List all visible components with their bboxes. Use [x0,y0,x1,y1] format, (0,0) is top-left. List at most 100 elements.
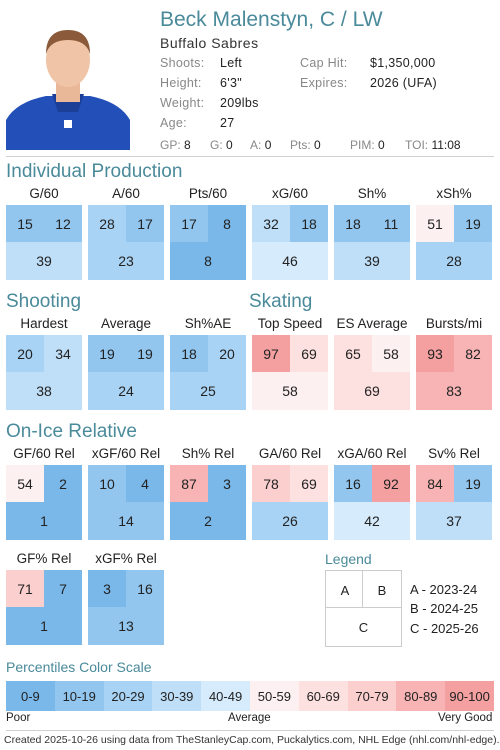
metric-cell-c: 42 [334,502,410,540]
metric-cell-a: 18 [334,205,372,242]
metric-cell-c: 13 [88,607,164,645]
metric-cell-c: 28 [416,242,492,280]
scale-bucket: 0-9 [6,681,55,711]
legend-item-b: B - 2024-25 [410,601,478,616]
metric-header: xG/60 [271,186,309,201]
metric-cell-b: 19 [454,465,492,502]
header-divider [6,156,494,157]
metric-header: Hardest [20,316,68,331]
metric-cell-b: 19 [126,335,164,372]
metric-cell-a: 18 [170,335,208,372]
metric-cell-a: 17 [170,205,208,242]
cap-hit-value: $1,350,000 [370,56,436,70]
metric-cell-b: 7 [44,570,82,607]
metric-cell-a: 87 [170,465,208,502]
footer-credits: Created 2025-10-26 using data from TheSt… [4,734,500,746]
metric-header: xSh% [436,186,472,201]
metric-cell-a: 10 [88,465,126,502]
metric-header: G/60 [29,186,59,201]
age-value: 27 [220,116,235,130]
metric-header: Pts/60 [188,186,228,201]
metric-header: GF/60 Rel [13,446,75,461]
metric-header: Sh% Rel [181,446,235,461]
metric-cell-b: 69 [290,465,328,502]
metric-cell-a: 97 [252,335,290,372]
scale-good-label: Very Good [438,712,493,724]
stat-a: A: 0 [250,138,272,152]
metric-cell-a: 54 [6,465,44,502]
stat-toi: TOI: 11:08 [405,138,461,152]
metric-cell-b: 17 [126,205,164,242]
metric-header: A/60 [112,186,140,201]
metric-cell-b: 2 [44,465,82,502]
shoots-label: Shoots: [160,56,205,70]
metric-cell-a: 93 [416,335,454,372]
metric-cell-a: 28 [88,205,126,242]
metric-cell-a: 51 [416,205,454,242]
player-headshot [6,30,130,150]
player-team: Buffalo Sabres [160,35,259,51]
section-onice-title: On-Ice Relative [6,421,137,442]
metric-cell-c: 14 [88,502,164,540]
metric-cell-b: 34 [44,335,82,372]
metric-header: Sh% [357,186,387,201]
scale-bucket: 80-89 [396,681,446,711]
stat-pts: Pts: 0 [290,138,321,152]
metric-header: GA/60 Rel [258,446,322,461]
stat-pim: PIM: 0 [350,138,385,152]
metric-cell-c: 37 [416,502,492,540]
scale-bucket: 70-79 [347,681,397,711]
shoots-value: Left [220,56,243,70]
metric-cell-c: 24 [88,372,164,410]
metric-cell-b: 4 [126,465,164,502]
metric-header: xGF% Rel [95,551,157,566]
scale-bucket: 40-49 [201,681,250,711]
legend-box-b: B [362,570,402,610]
metric-cell-a: 78 [252,465,290,502]
metric-cell-a: 16 [334,465,372,502]
metric-cell-c: 69 [334,372,410,410]
metric-cell-a: 19 [88,335,126,372]
metric-header: GF% Rel [16,551,72,566]
metric-cell-c: 39 [6,242,82,280]
metric-cell-b: 8 [208,205,246,242]
metric-cell-c: 1 [6,502,82,540]
metric-cell-c: 46 [252,242,328,280]
stat-g: G: 0 [210,138,233,152]
metric-cell-c: 8 [170,242,246,280]
metric-cell-a: 3 [88,570,126,607]
metric-cell-a: 15 [6,205,44,242]
metric-header: Top Speed [257,316,323,331]
section-shooting-title: Shooting [6,291,82,312]
metric-cell-c: 1 [6,607,82,645]
metric-cell-c: 23 [88,242,164,280]
metric-cell-c: 58 [252,372,328,410]
metric-header: Sv% Rel [428,446,480,461]
metric-header: xGF/60 Rel [91,446,161,461]
section-individual-title: Individual Production [6,161,183,182]
scale-bucket: 10-19 [54,681,104,711]
metric-cell-b: 11 [372,205,410,242]
metric-cell-b: 12 [44,205,82,242]
metric-cell-a: 65 [334,335,372,372]
metric-cell-b: 92 [372,465,410,502]
metric-cell-c: 2 [170,502,246,540]
legend-item-a: A - 2023-24 [410,582,478,597]
metric-cell-c: 39 [334,242,410,280]
scale-poor-label: Poor [6,712,31,724]
metric-cell-c: 83 [416,372,492,410]
footer-divider [6,730,494,731]
metric-header: Bursts/mi [425,316,483,331]
age-label: Age: [160,116,187,130]
legend-box-a: A [325,570,365,610]
metric-cell-b: 18 [290,205,328,242]
metric-cell-c: 38 [6,372,82,410]
metric-cell-b: 16 [126,570,164,607]
metric-cell-b: 58 [372,335,410,372]
metric-cell-a: 71 [6,570,44,607]
expires-value: 2026 (UFA) [370,76,437,90]
section-skating-title: Skating [249,291,313,312]
legend-box-c: C [325,607,402,647]
legend-title: Legend [325,551,372,567]
metric-cell-a: 84 [416,465,454,502]
